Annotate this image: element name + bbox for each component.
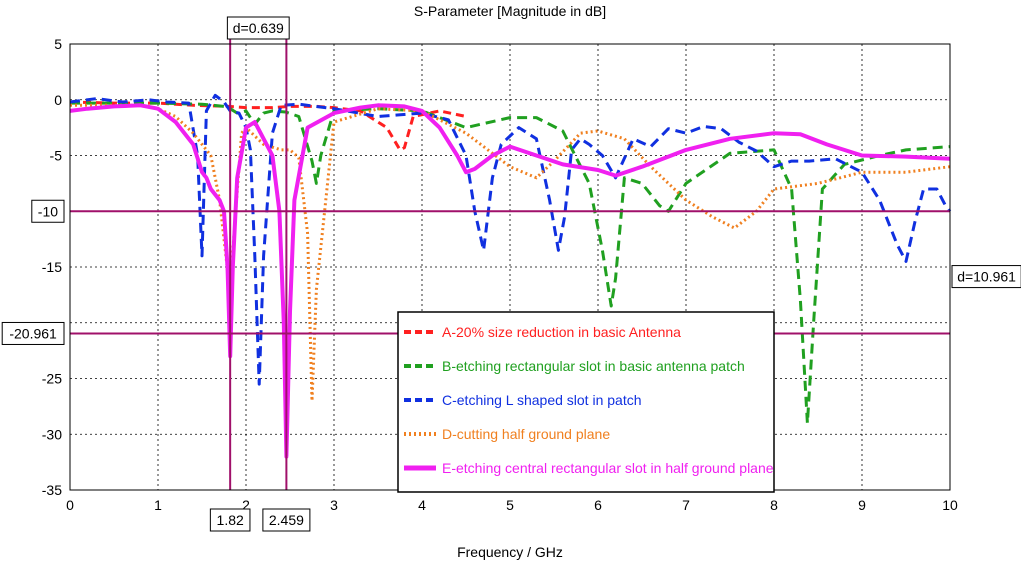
y-tick-label: 0 — [54, 92, 62, 108]
vertical-marker-label: 1.82 — [217, 512, 244, 528]
x-tick-label: 0 — [66, 497, 74, 513]
legend-label: B-etching rectangular slot in basic ante… — [442, 358, 745, 374]
vertical-marker-label-box — [262, 508, 311, 532]
y-tick-label: -15 — [42, 259, 62, 275]
horizontal-marker-label-box — [1, 321, 65, 345]
delta-x-label-box — [226, 16, 290, 40]
horizontal-marker-label-box — [31, 199, 65, 223]
legend-label: C-etching L shaped slot in patch — [442, 392, 642, 408]
x-tick-label: 3 — [330, 497, 338, 513]
series-line — [70, 101, 951, 425]
x-tick-label: 8 — [770, 497, 778, 513]
y-tick-label: -30 — [42, 426, 62, 442]
delta-y-label: d=10.961 — [957, 269, 1016, 285]
legend-label: A-20% size reduction in basic Antenna — [442, 324, 681, 340]
x-ticks: 0 1 2 3 4 5 6 7 8 9 10 — [66, 497, 958, 513]
vertical-marker-label: 2.459 — [269, 512, 304, 528]
x-tick-label: 6 — [594, 497, 602, 513]
legend-label: E-etching central rectangular slot in ha… — [442, 460, 774, 476]
y-tick-label: -5 — [50, 148, 63, 164]
x-tick-label: 5 — [506, 497, 514, 513]
y-tick-label: -35 — [42, 482, 62, 498]
legend-label: D-cutting half ground plane — [442, 426, 610, 442]
series-line — [69, 100, 467, 152]
horizontal-marker-label: -10 — [38, 203, 58, 219]
chart-title: S-Parameter [Magnitude in dB] — [414, 3, 606, 19]
delta-x-label: d=0.639 — [233, 20, 284, 36]
y-tick-label: -25 — [42, 371, 62, 387]
series — [69, 93, 952, 459]
y-tick-label: 5 — [54, 36, 62, 52]
x-tick-label: 9 — [858, 497, 866, 513]
horizontal-marker-label: -20.961 — [9, 325, 57, 341]
x-axis-label: Frequency / GHz — [457, 544, 563, 560]
x-tick-label: 1 — [154, 497, 162, 513]
vertical-marker-label-box — [209, 508, 251, 532]
x-tick-label: 2 — [242, 497, 250, 513]
series-line — [69, 103, 951, 459]
x-tick-label: 7 — [682, 497, 690, 513]
x-tick-label: 10 — [942, 497, 958, 513]
y-ticks: 50-5-10-15-25-30-35 — [42, 36, 62, 498]
legend-box — [397, 311, 775, 493]
series-line — [70, 103, 951, 403]
legend: A-20% size reduction in basic Antenna B-e… — [397, 311, 775, 493]
x-tick-label: 4 — [418, 497, 426, 513]
delta-y-label-box — [951, 265, 1021, 289]
series-line — [69, 93, 952, 386]
markers: 1.82 2.459 -10 -20.961 d=0.639 d=10.961 — [1, 16, 1021, 532]
